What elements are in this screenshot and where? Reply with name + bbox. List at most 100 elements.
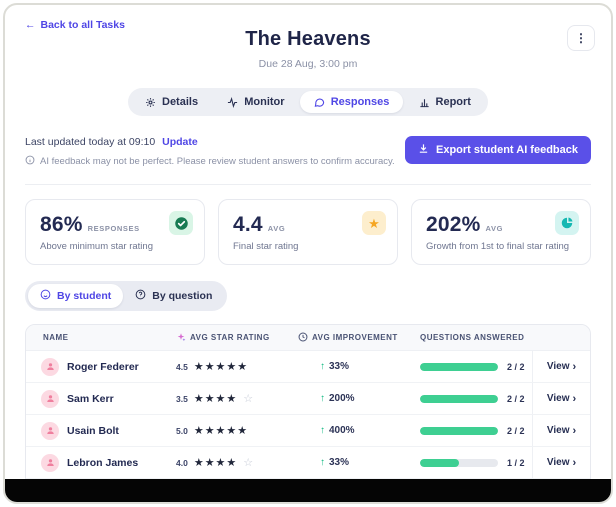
stat-unit: RESPONSES: [87, 224, 140, 233]
student-name: Lebron James: [67, 456, 139, 469]
ai-feedback-notice: AI feedback may not be perfect. Please r…: [25, 155, 395, 168]
page-header: ← Back to all Tasks ⋮ The Heavens Due 28…: [5, 5, 611, 116]
table-row: Usain Bolt 5.0 ★★★★★ ↑ 400% 2 / 2 View ›: [26, 415, 590, 447]
chevron-right-icon: ›: [572, 456, 577, 469]
smiley-icon: [40, 289, 51, 303]
update-link[interactable]: Update: [162, 136, 198, 148]
answered-count: 2 / 2: [507, 393, 525, 404]
student-avatar-icon: [41, 421, 59, 440]
toggle-by-question[interactable]: By question: [123, 284, 224, 308]
rating-value: 4.0: [176, 457, 188, 468]
questions-answered-cell: 2 / 2: [420, 426, 532, 436]
tab-report[interactable]: Report: [405, 91, 485, 113]
kebab-menu-button[interactable]: ⋮: [567, 25, 595, 51]
download-icon: [418, 143, 429, 157]
view-label: View: [546, 457, 570, 468]
stat-unit: AVG: [485, 224, 504, 233]
update-bar: Last updated today at 09:10 Update AI fe…: [5, 116, 611, 168]
avg-improvement-cell: ↑ 33%: [298, 361, 420, 372]
stat-value: 202%: [426, 213, 481, 236]
progress-track: [420, 426, 498, 435]
view-label: View: [546, 425, 570, 436]
student-name-cell: Usain Bolt: [26, 421, 176, 440]
col-header-questions-answered: QUESTIONS ANSWERED: [420, 333, 525, 342]
avg-star-rating-cell: 4.0 ★★★★ ☆: [176, 456, 298, 469]
student-name: Roger Federer: [67, 360, 139, 373]
kebab-icon: ⋮: [575, 31, 587, 45]
app-window: ← Back to all Tasks ⋮ The Heavens Due 28…: [3, 3, 613, 504]
tab-monitor[interactable]: Monitor: [213, 91, 298, 113]
up-arrow-icon: ↑: [320, 361, 325, 372]
due-date: Due 28 Aug, 3:00 pm: [258, 58, 358, 70]
activity-icon: [227, 96, 238, 108]
tab-label: Details: [162, 96, 199, 108]
back-to-tasks-link[interactable]: ← Back to all Tasks: [25, 19, 125, 31]
rating-value: 4.5: [176, 361, 188, 372]
stat-value: 4.4: [233, 213, 263, 236]
progress-fill: [420, 426, 498, 435]
col-header-avg-star-rating: AVG STAR RATING: [176, 332, 298, 344]
clock-icon: [298, 332, 308, 344]
gear-icon: [145, 97, 156, 108]
view-button[interactable]: View ›: [532, 351, 590, 382]
answered-count: 1 / 2: [507, 457, 525, 468]
toggle-label: By student: [57, 290, 112, 302]
stat-card-responses: 86% RESPONSES Above minimum star rating: [25, 199, 205, 265]
view-button[interactable]: View ›: [532, 447, 590, 478]
progress-track: [420, 362, 498, 371]
stat-caption: Above minimum star rating: [40, 241, 153, 252]
table-row: Sam Kerr 3.5 ★★★★ ☆ ↑ 200% 2 / 2 View ›: [26, 383, 590, 415]
bottom-black-bar: [5, 479, 611, 502]
student-name: Usain Bolt: [67, 424, 119, 437]
pie-chart-icon: [555, 211, 579, 235]
progress-track: [420, 394, 498, 403]
up-arrow-icon: ↑: [320, 457, 325, 468]
stat-card-final-rating: 4.4 AVG Final star rating ★: [218, 199, 398, 265]
student-avatar-icon: [41, 389, 59, 408]
stat-value: 86%: [40, 213, 83, 236]
avg-improvement-cell: ↑ 33%: [298, 457, 420, 468]
view-button[interactable]: View ›: [532, 415, 590, 446]
chevron-right-icon: ›: [572, 360, 577, 373]
notice-text: AI feedback may not be perfect. Please r…: [40, 156, 395, 167]
col-header-label: AVG STAR RATING: [190, 333, 270, 342]
student-name-cell: Lebron James: [26, 453, 176, 472]
tab-bar: Details Monitor Responses Report: [128, 88, 488, 116]
progress-fill: [420, 362, 498, 371]
student-name-cell: Roger Federer: [26, 357, 176, 376]
student-name-cell: Sam Kerr: [26, 389, 176, 408]
avg-star-rating-cell: 4.5 ★★★★★: [176, 360, 298, 373]
questions-answered-cell: 1 / 2: [420, 458, 532, 468]
last-updated-text: Last updated today at 09:10 Update: [25, 136, 395, 148]
tab-label: Monitor: [244, 96, 285, 108]
avg-star-rating-cell: 5.0 ★★★★★: [176, 424, 298, 437]
improvement-value: 33%: [329, 361, 350, 372]
page-title: The Heavens: [245, 28, 371, 50]
avg-improvement-cell: ↑ 400%: [298, 425, 420, 436]
improvement-value: 200%: [329, 393, 355, 404]
student-avatar-icon: [41, 357, 59, 376]
stars-filled-icon: ★★★★: [193, 457, 238, 469]
stat-cards: 86% RESPONSES Above minimum star rating …: [5, 185, 611, 265]
toggle-by-student[interactable]: By student: [28, 284, 124, 308]
view-button[interactable]: View ›: [532, 383, 590, 414]
export-ai-feedback-button[interactable]: Export student AI feedback: [404, 136, 591, 164]
table-row: Roger Federer 4.5 ★★★★★ ↑ 33% 2 / 2 View…: [26, 351, 590, 383]
tab-responses[interactable]: Responses: [299, 91, 404, 113]
back-link-label: Back to all Tasks: [40, 19, 125, 31]
toggle-label: By question: [152, 290, 213, 302]
questions-answered-cell: 2 / 2: [420, 362, 532, 372]
answered-count: 2 / 2: [507, 361, 525, 372]
tab-label: Report: [435, 96, 471, 108]
section-divider: [25, 184, 591, 185]
chat-icon: [314, 97, 325, 108]
table-header-row: NAME AVG STAR RATING AVG IMPROVEMENT QUE…: [26, 325, 590, 351]
tab-details[interactable]: Details: [131, 91, 212, 113]
chevron-right-icon: ›: [572, 392, 577, 405]
star-icon: ★: [362, 211, 386, 235]
col-header-label: AVG IMPROVEMENT: [312, 333, 398, 342]
stars-empty-icon: ☆: [243, 457, 255, 469]
last-updated-label: Last updated today at 09:10: [25, 136, 156, 148]
progress-fill: [420, 394, 498, 403]
sparkle-icon: [176, 332, 186, 344]
